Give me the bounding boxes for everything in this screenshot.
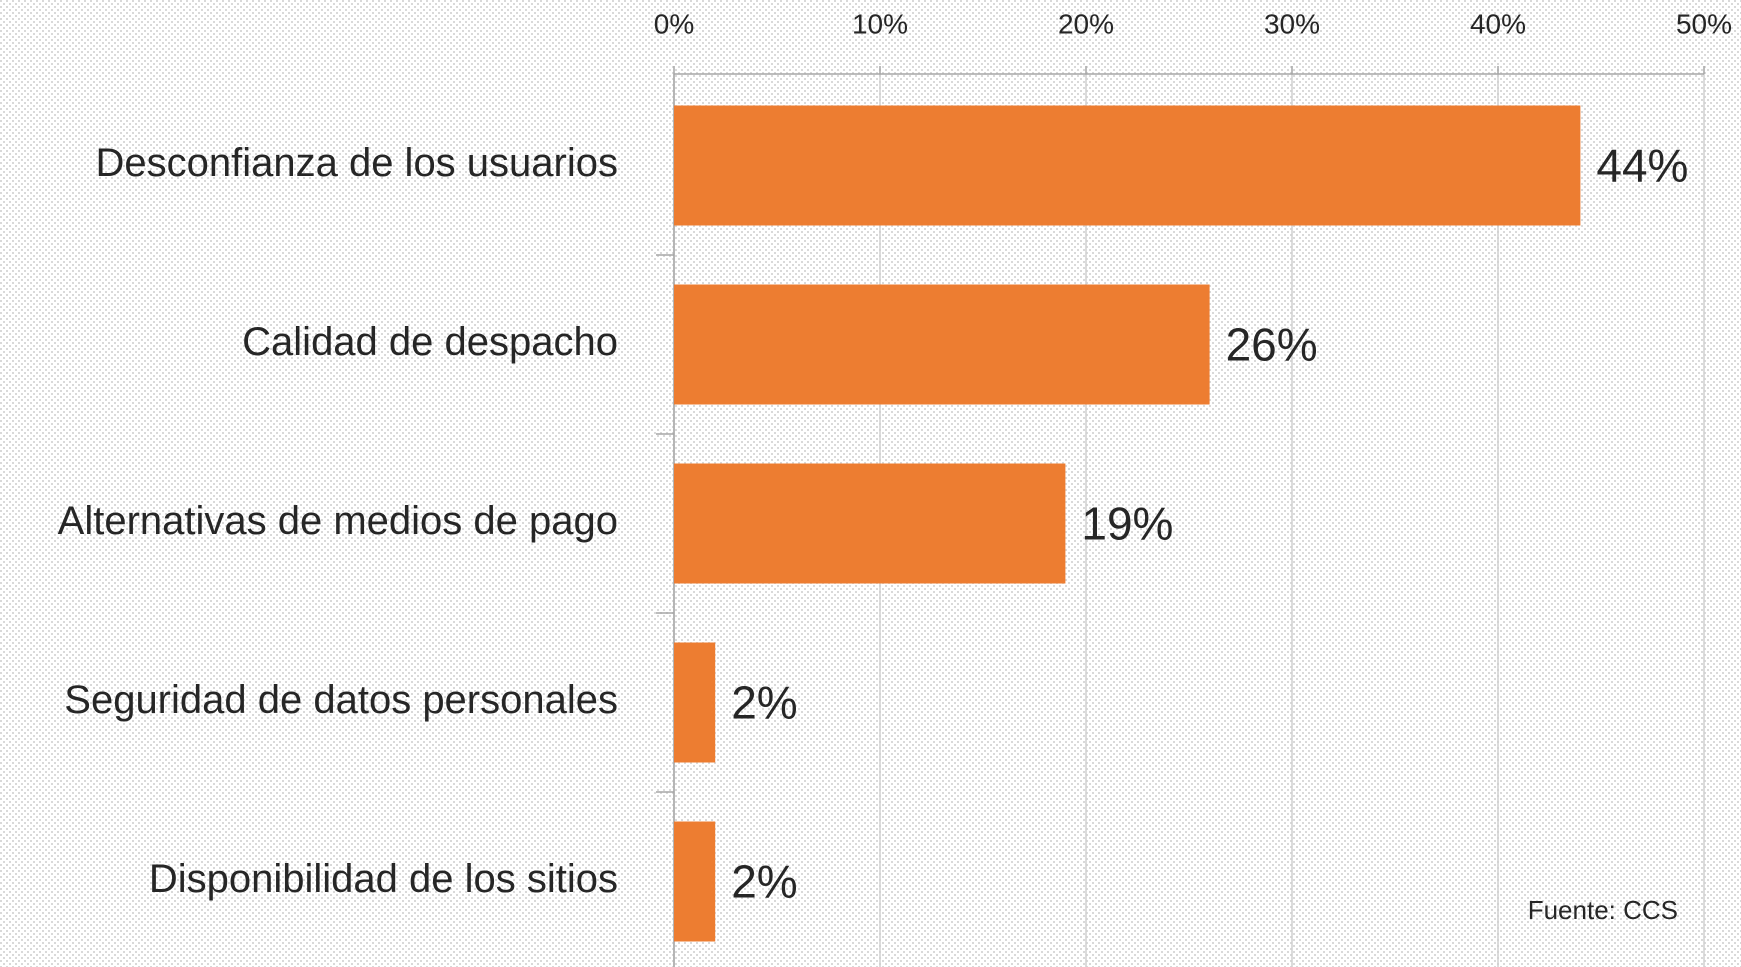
data-label: 19% bbox=[1081, 498, 1173, 550]
x-tick-label: 50% bbox=[1676, 8, 1732, 39]
x-tick-label: 10% bbox=[852, 8, 908, 39]
y-tick-label: Seguridad de datos personales bbox=[64, 678, 618, 722]
data-label: 26% bbox=[1226, 319, 1318, 371]
bar bbox=[674, 821, 716, 942]
data-label: 44% bbox=[1596, 140, 1688, 192]
bar bbox=[674, 105, 1581, 226]
y-tick-label: Alternativas de medios de pago bbox=[58, 499, 618, 543]
bar bbox=[674, 642, 716, 763]
bar bbox=[674, 284, 1210, 405]
y-tick-label: Calidad de despacho bbox=[242, 320, 618, 364]
bar bbox=[674, 463, 1066, 584]
x-tick-label: 40% bbox=[1470, 8, 1526, 39]
data-label: 2% bbox=[731, 677, 797, 729]
x-tick-label: 20% bbox=[1058, 8, 1114, 39]
y-tick-label: Disponibilidad de los sitios bbox=[149, 857, 618, 901]
data-label: 2% bbox=[731, 856, 797, 908]
y-tick-label: Desconfianza de los usuarios bbox=[95, 141, 618, 185]
source-note: Fuente: CCS bbox=[1528, 895, 1678, 925]
x-tick-label: 30% bbox=[1264, 8, 1320, 39]
x-tick-label: 0% bbox=[654, 8, 694, 39]
